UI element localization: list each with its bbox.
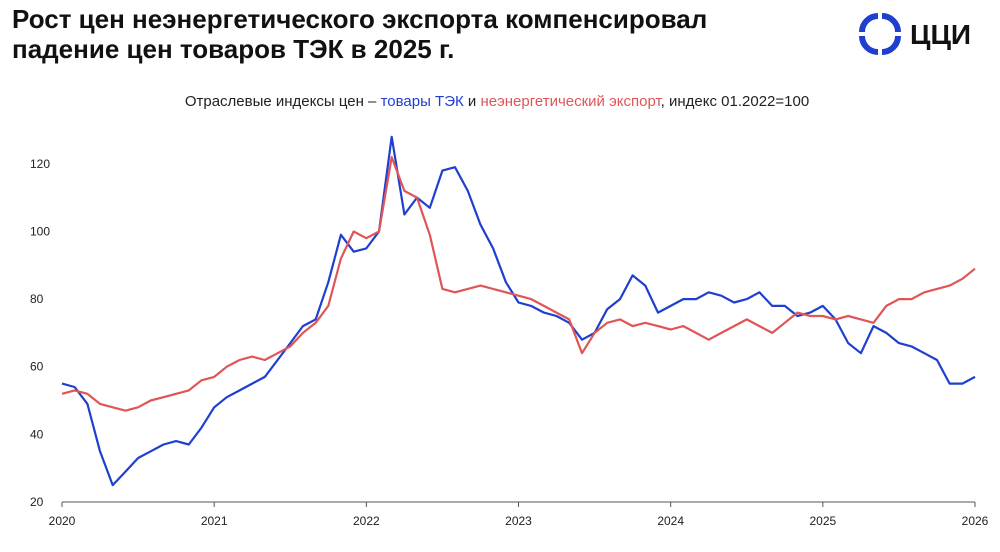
y-tick-label: 120	[30, 157, 50, 171]
legend-label: товары ТЭК	[381, 93, 464, 110]
subtitle-text: Отраслевые индексы цен –	[185, 93, 377, 110]
x-tick-label: 2025	[809, 514, 836, 528]
y-tick-label: 80	[30, 292, 44, 306]
y-tick-label: 20	[30, 495, 44, 509]
logo-arc	[859, 35, 879, 55]
x-tick-label: 2026	[962, 514, 989, 528]
subtitle: Отраслевые индексы цен – товары ТЭК и не…	[185, 93, 809, 110]
x-tick-label: 2022	[353, 514, 380, 528]
legend-label: неэнергетический экспорт	[480, 93, 662, 110]
x-tick-label: 2024	[657, 514, 684, 528]
title-line: падение цен товаров ТЭК в 2025 г.	[12, 34, 455, 64]
series-line	[61, 135, 976, 487]
y-tick-label: 100	[30, 224, 50, 238]
series-line	[61, 156, 976, 412]
logo-arc	[859, 13, 879, 33]
x-tick-label: 2020	[49, 514, 76, 528]
chart-title: Рост цен неэнергетического экспорта комп…	[12, 4, 707, 64]
logo-arc	[881, 13, 901, 33]
subtitle-text: , индекс 01.2022=100	[661, 93, 810, 110]
y-tick-label: 60	[30, 360, 44, 374]
x-tick-label: 2021	[201, 514, 228, 528]
x-tick-label: 2023	[505, 514, 532, 528]
logo: ЦЦИ	[859, 13, 971, 55]
title-line: Рост цен неэнергетического экспорта комп…	[12, 4, 708, 34]
logo-text: ЦЦИ	[910, 19, 971, 50]
logo-arc	[881, 35, 901, 55]
y-tick-label: 40	[30, 427, 44, 441]
subtitle-text: и	[468, 93, 476, 110]
